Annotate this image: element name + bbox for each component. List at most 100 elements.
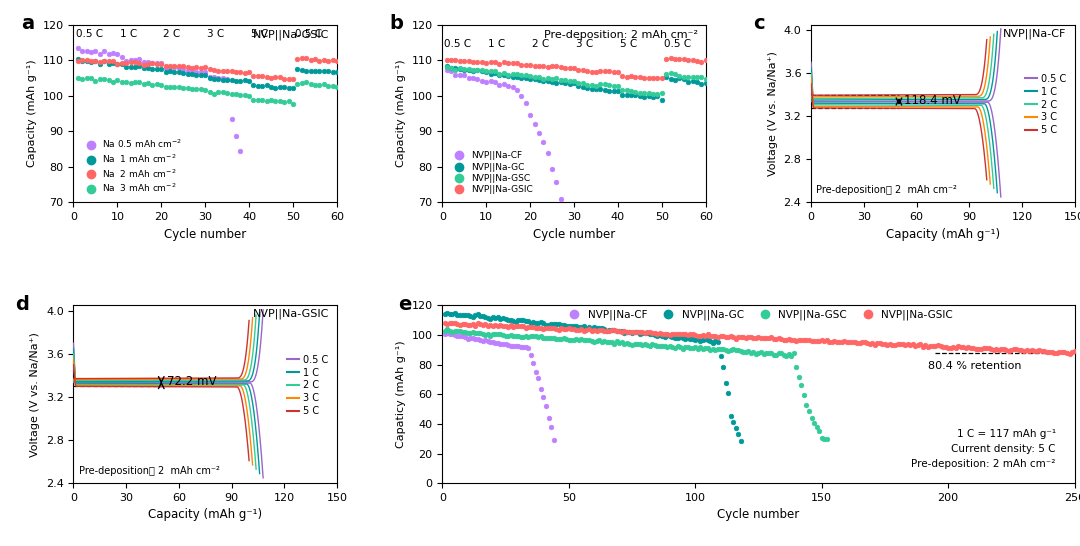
Point [476, 331, 494, 340]
Point [280, 74, 297, 83]
Point [467, 335, 484, 343]
Point [490, 69, 508, 78]
Point [653, 331, 671, 340]
Point [552, 194, 569, 203]
Point [512, 322, 529, 330]
Point [526, 75, 543, 84]
Point [747, 349, 765, 358]
Point [1041, 347, 1058, 356]
Point [585, 323, 603, 332]
Point [768, 335, 785, 343]
Point [311, 81, 328, 90]
Point [86, 46, 104, 55]
Point [464, 328, 482, 336]
Point [912, 340, 929, 349]
Point [449, 311, 467, 319]
Point [753, 334, 770, 342]
Point [538, 402, 555, 411]
Point [495, 330, 512, 339]
Text: 3 C: 3 C [577, 39, 594, 50]
Point [899, 340, 916, 348]
Point [780, 334, 797, 343]
Point [613, 72, 631, 81]
Point [490, 60, 508, 69]
Point [671, 55, 688, 63]
Point [649, 341, 666, 350]
Point [222, 67, 240, 76]
Point [802, 336, 820, 345]
Point [894, 340, 912, 348]
Point [651, 331, 669, 340]
Point [118, 56, 135, 65]
Point [497, 331, 514, 340]
Point [105, 77, 122, 86]
Point [740, 333, 757, 341]
Point [583, 81, 600, 90]
Point [139, 60, 157, 68]
Point [218, 74, 235, 83]
Point [802, 413, 820, 422]
Point [699, 330, 716, 339]
Point [512, 343, 529, 352]
Point [459, 310, 476, 319]
Point [957, 343, 974, 352]
Point [689, 332, 706, 341]
Point [977, 344, 995, 353]
Point [566, 63, 583, 72]
Point [275, 74, 293, 83]
Point [227, 77, 244, 86]
Point [446, 331, 463, 340]
Point [657, 341, 674, 350]
Point [1010, 346, 1027, 355]
Point [205, 73, 222, 81]
Point [545, 320, 563, 329]
Point [606, 339, 623, 348]
Point [444, 319, 461, 328]
Point [755, 334, 772, 343]
Point [245, 81, 262, 90]
Point [613, 328, 631, 336]
Point [808, 337, 825, 346]
Point [530, 61, 548, 70]
Point [522, 71, 539, 80]
Point [653, 330, 671, 339]
Point [838, 338, 855, 347]
Point [538, 334, 555, 342]
Point [249, 96, 267, 105]
Point [694, 336, 712, 345]
Point [791, 336, 808, 345]
Point [161, 67, 178, 75]
Point [232, 90, 249, 99]
Point [681, 330, 699, 339]
Point [949, 342, 967, 351]
Point [550, 325, 567, 334]
Point [555, 321, 572, 330]
Point [697, 56, 714, 64]
Point [561, 76, 578, 85]
Point [95, 47, 112, 56]
Point [188, 71, 205, 80]
Point [175, 84, 192, 92]
Point [152, 60, 170, 68]
Point [126, 58, 144, 67]
Text: 2 C: 2 C [532, 39, 550, 50]
Point [517, 71, 535, 80]
Point [454, 319, 471, 328]
Point [171, 83, 188, 92]
Point [460, 56, 477, 65]
Point [583, 336, 600, 345]
Point [687, 336, 704, 345]
Point [472, 312, 489, 321]
Text: 80.4 % retention: 80.4 % retention [928, 361, 1022, 371]
Point [535, 74, 552, 83]
Point [497, 315, 514, 324]
Point [288, 79, 306, 88]
Point [940, 343, 957, 352]
Text: Pre-deposition： 2  mAh cm⁻²: Pre-deposition： 2 mAh cm⁻² [816, 185, 957, 195]
Point [502, 341, 519, 350]
Point [502, 316, 519, 324]
Point [482, 331, 499, 340]
Point [666, 343, 684, 352]
Point [197, 67, 214, 76]
Point [82, 58, 99, 67]
